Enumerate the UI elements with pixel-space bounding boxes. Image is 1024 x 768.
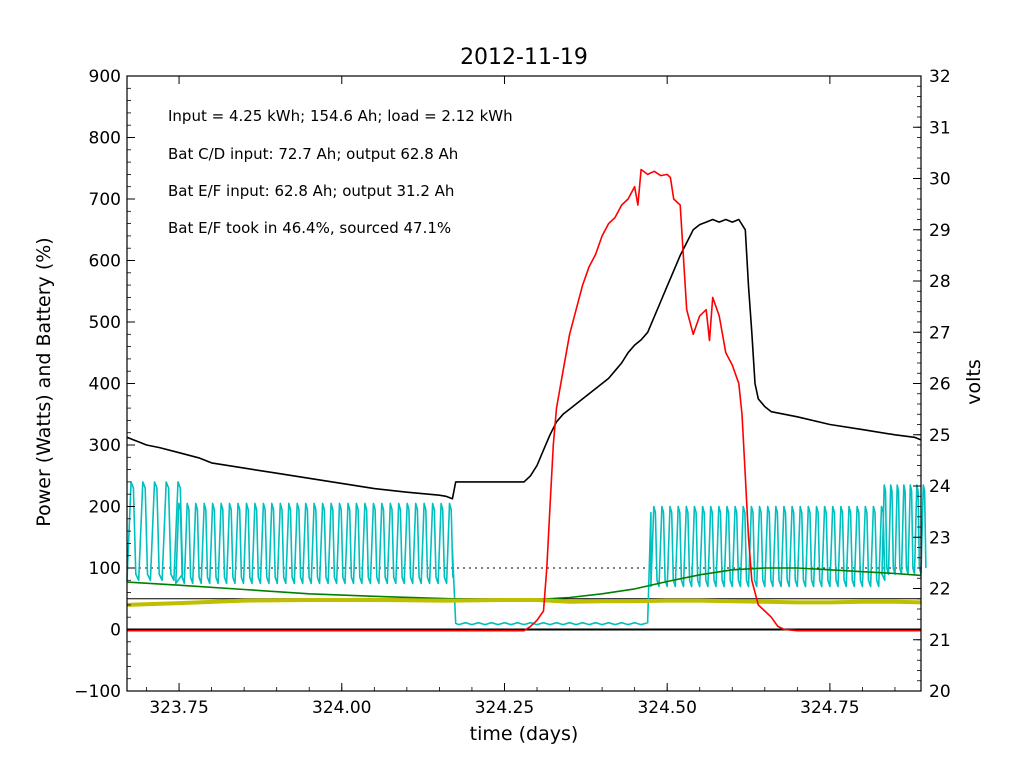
y2-tick-label: 23 bbox=[929, 528, 951, 548]
annotation-input-summary: Input = 4.25 kWh; 154.6 Ah; load = 2.12 … bbox=[168, 107, 513, 125]
y-tick-label: −100 bbox=[74, 682, 121, 702]
y2-tick-label: 26 bbox=[929, 375, 951, 395]
x-tick-label: 324.25 bbox=[475, 698, 534, 718]
x-tick-label: 324.75 bbox=[800, 698, 859, 718]
series-line-008000 bbox=[126, 567, 922, 601]
y2-tick-label: 20 bbox=[929, 682, 951, 702]
y2-tick-label: 27 bbox=[929, 323, 951, 343]
y-tick-label: 200 bbox=[89, 498, 121, 518]
y2-tick-label: 29 bbox=[929, 221, 951, 241]
plot-area: −100 0 100 200 300 400 500 600 700 800 900 20 21 22 23… bbox=[74, 67, 950, 718]
annotation-bat-cd: Bat C/D input: 72.7 Ah; output 62.8 Ah bbox=[168, 145, 458, 163]
y-axis-label: Power (Watts) and Battery (%) bbox=[33, 237, 55, 526]
y2-axis-label: volts bbox=[963, 359, 985, 405]
y2-tick-label: 28 bbox=[929, 272, 951, 292]
x-axis-label: time (days) bbox=[470, 723, 579, 745]
y-tick-label: 700 bbox=[89, 190, 121, 210]
series-line-000000 bbox=[126, 218, 922, 500]
y2-tick-label: 32 bbox=[929, 67, 951, 87]
y-tick-label: 900 bbox=[89, 67, 121, 87]
y-tick-label: 800 bbox=[89, 129, 121, 149]
y-tick-label: 600 bbox=[89, 252, 121, 272]
series-line-ff0000 bbox=[127, 168, 921, 632]
y-tick-label: 300 bbox=[89, 436, 121, 456]
series-line-00bfbf bbox=[126, 481, 927, 626]
y-tick-label: 400 bbox=[89, 375, 121, 395]
y2-tick-label: 22 bbox=[929, 580, 951, 600]
annotation-bat-ef: Bat E/F input: 62.8 Ah; output 31.2 Ah bbox=[168, 182, 454, 200]
y-tick-label: 500 bbox=[89, 313, 121, 333]
x-tick-label: 324.50 bbox=[637, 698, 696, 718]
x-tick-label: 324.00 bbox=[312, 698, 371, 718]
y2-tick-label: 30 bbox=[929, 170, 951, 190]
y-tick-label: 100 bbox=[89, 559, 121, 579]
y2-tick-label: 31 bbox=[929, 118, 951, 138]
y2-tick-label: 25 bbox=[929, 426, 951, 446]
y2-tick-label: 21 bbox=[929, 631, 951, 651]
series-line-bfbf00 bbox=[126, 598, 922, 607]
x-tick-label: 323.75 bbox=[149, 698, 208, 718]
chart-title: 2012-11-19 bbox=[460, 45, 588, 70]
annotation-bat-ef-percent: Bat E/F took in 46.4%, sourced 47.1% bbox=[168, 219, 451, 237]
y-tick-label: 0 bbox=[110, 621, 121, 641]
y2-tick-label: 24 bbox=[929, 477, 951, 497]
